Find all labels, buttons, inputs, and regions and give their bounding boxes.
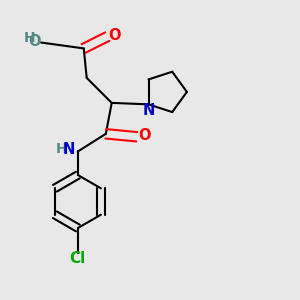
Text: O: O xyxy=(28,34,41,49)
Text: O: O xyxy=(108,28,121,43)
Text: H: H xyxy=(56,142,68,156)
Text: N: N xyxy=(142,103,155,118)
Text: O: O xyxy=(138,128,150,143)
Text: H: H xyxy=(23,31,35,45)
Text: N: N xyxy=(63,142,75,158)
Text: Cl: Cl xyxy=(70,251,86,266)
